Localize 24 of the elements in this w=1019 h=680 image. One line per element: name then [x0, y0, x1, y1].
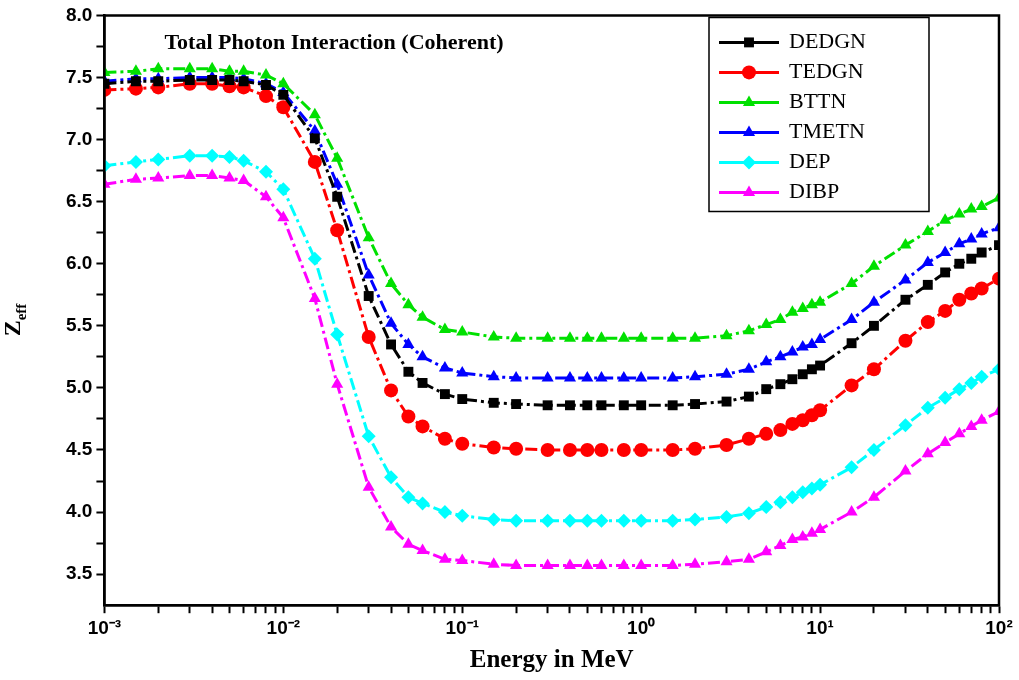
y-tick-label: 6.5: [65, 189, 93, 211]
legend-label: TEDGN: [789, 58, 864, 84]
x-tick-label: 10⁻³: [87, 616, 122, 638]
y-tick-label: 7.5: [65, 65, 93, 87]
x-tick-label: 10¹: [806, 616, 834, 638]
y-tick-label: 3.5: [65, 562, 93, 584]
y-tick-label: 5.0: [65, 376, 93, 398]
y-tick-label: 4.0: [65, 500, 93, 522]
y-tick-label: 4.5: [65, 438, 93, 460]
y-tick-label: 8.0: [65, 3, 93, 25]
legend-label: DIBP: [789, 178, 840, 204]
y-tick-label: 5.5: [65, 314, 93, 336]
legend-label: DEDGN: [789, 28, 867, 54]
legend-label: BTTN: [789, 88, 847, 114]
legend-label: DEP: [789, 148, 831, 174]
legend-label: TMETN: [789, 118, 865, 144]
y-tick-label: 7.0: [65, 127, 93, 149]
y-tick-label: 6.0: [65, 251, 93, 273]
x-tick-label: 10⁰: [627, 616, 656, 638]
x-tick-label: 10⁻²: [266, 616, 301, 638]
x-tick-label: 10⁻¹: [445, 616, 479, 638]
x-tick-label: 10²: [985, 616, 1013, 638]
text: Total Photon Interaction (Coherent): [164, 29, 504, 55]
x-axis-title: Energy in MeV: [469, 645, 634, 673]
